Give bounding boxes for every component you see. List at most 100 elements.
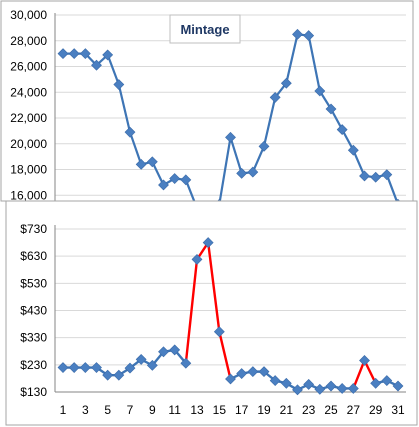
mintage-gridlines <box>54 13 406 201</box>
mintage-data-point <box>180 174 192 186</box>
price-data-point <box>336 383 348 394</box>
price-x-tick-label: 23 <box>302 403 316 417</box>
mintage-data-point <box>113 79 125 90</box>
mintage-data-point <box>325 103 337 115</box>
price-data-point <box>280 377 292 389</box>
price-data-point <box>392 380 404 392</box>
price-data-point <box>314 383 326 395</box>
mintage-data-point <box>359 170 370 182</box>
price-data-point <box>57 362 69 373</box>
chart-title: Mintage <box>180 22 229 37</box>
price-x-axis: 1 3 5 7 9 11 13 15 17 19 21 23 25 27 29 31 <box>60 403 405 417</box>
mintage-data-point <box>347 144 359 156</box>
price-x-tick-label: 1 <box>60 403 67 417</box>
mintage-data-point <box>225 131 236 143</box>
mintage-data-point <box>280 77 292 89</box>
chart-title-box: Mintage <box>169 14 241 44</box>
price-x-tick-label: 25 <box>324 403 338 417</box>
price-x-tick-label: 29 <box>369 403 383 417</box>
price-y-tick-label: $130 <box>20 385 47 399</box>
mintage-data-point <box>292 28 303 40</box>
price-x-tick-label: 19 <box>257 403 271 417</box>
mintage-data-point <box>381 169 393 181</box>
mintage-data-point <box>102 49 114 61</box>
mintage-data-point <box>336 124 348 136</box>
price-series <box>57 237 404 396</box>
price-data-point <box>79 362 91 373</box>
price-data-point <box>213 326 225 338</box>
mintage-data-point <box>124 126 136 138</box>
mintage-data-point <box>236 167 248 179</box>
mintage-data-point <box>370 171 382 183</box>
mintage-data-point <box>247 166 259 178</box>
price-data-point <box>91 362 102 373</box>
price-series-segment-highlight <box>184 258 199 365</box>
mintage-y-tick-label: 26,000 <box>10 60 47 74</box>
mintage-y-tick-label: 16,000 <box>10 188 47 202</box>
price-y-tick-label: $530 <box>20 276 47 290</box>
price-x-tick-label: 13 <box>190 403 204 417</box>
price-series-segment-highlight <box>352 359 366 390</box>
mintage-y-tick-label: 18,000 <box>10 163 47 177</box>
price-data-point <box>202 237 214 249</box>
mintage-data-point <box>68 48 80 60</box>
price-x-tick-label: 7 <box>127 403 134 417</box>
price-data-point <box>124 362 136 374</box>
price-data-point <box>325 380 337 392</box>
price-x-tick-label: 9 <box>149 403 156 417</box>
mintage-data-point <box>258 140 270 152</box>
mintage-chart: 16,000 18,000 20,000 22,000 24,000 26,000 28,0… <box>0 0 414 215</box>
price-data-point <box>135 353 147 365</box>
price-data-point <box>180 357 192 369</box>
mintage-y-tick-label: 24,000 <box>10 85 47 99</box>
price-data-point <box>381 375 393 387</box>
price-data-point <box>247 366 259 378</box>
price-data-point <box>225 373 236 385</box>
mintage-data-point <box>146 156 158 168</box>
price-x-tick-label: 21 <box>280 403 294 417</box>
price-data-point <box>236 368 248 379</box>
mintage-data-point <box>135 158 147 170</box>
chart-title-background <box>169 14 241 44</box>
price-data-point <box>102 369 114 381</box>
price-series-segment-highlight <box>218 330 232 381</box>
price-data-point <box>146 359 158 371</box>
price-y-tick-label: $630 <box>20 249 47 263</box>
price-x-tick-label: 17 <box>235 403 249 417</box>
price-x-tick-label: 15 <box>213 403 227 417</box>
price-series-segment-highlight <box>206 241 221 333</box>
mintage-data-point <box>303 30 315 42</box>
price-data-point <box>370 377 382 389</box>
mintage-data-point <box>314 85 326 97</box>
mintage-data-point <box>79 48 91 60</box>
mintage-y-tick-label: 28,000 <box>10 34 47 48</box>
mintage-y-axis: 16,000 18,000 20,000 22,000 24,000 26,000 28,0… <box>10 8 47 202</box>
price-data-point <box>347 383 359 394</box>
price-x-tick-label: 5 <box>104 403 111 417</box>
price-data-point <box>303 378 315 390</box>
mintage-data-point <box>91 59 102 71</box>
price-data-point <box>269 375 281 387</box>
price-chart: $130$230$330$430$530$630$730 1 3 5 7 9 11 13 15… <box>5 200 418 426</box>
price-data-point <box>158 346 169 358</box>
price-data-point <box>292 384 303 396</box>
price-x-tick-label: 31 <box>391 403 405 417</box>
price-y-tick-label: $230 <box>20 358 47 372</box>
mintage-y-tick-label: 30,000 <box>10 8 47 22</box>
price-x-tick-label: 3 <box>82 403 89 417</box>
price-x-tick-label: 11 <box>168 403 181 417</box>
price-series-segment-highlight <box>363 359 377 385</box>
price-y-tick-label: $430 <box>20 304 47 318</box>
mintage-data-point <box>169 173 181 184</box>
price-x-tick-label: 27 <box>347 403 361 417</box>
price-data-point <box>68 362 80 373</box>
mintage-y-tick-label: 22,000 <box>10 111 47 125</box>
mintage-data-point <box>269 91 281 103</box>
price-data-point <box>359 355 370 366</box>
mintage-y-tick-label: 20,000 <box>10 137 47 151</box>
price-gridlines <box>54 225 406 393</box>
price-y-axis: $130 $230 $330 $430 $530 $630 $730 <box>20 222 47 399</box>
mintage-data-point <box>158 179 169 191</box>
price-data-point <box>113 369 125 381</box>
